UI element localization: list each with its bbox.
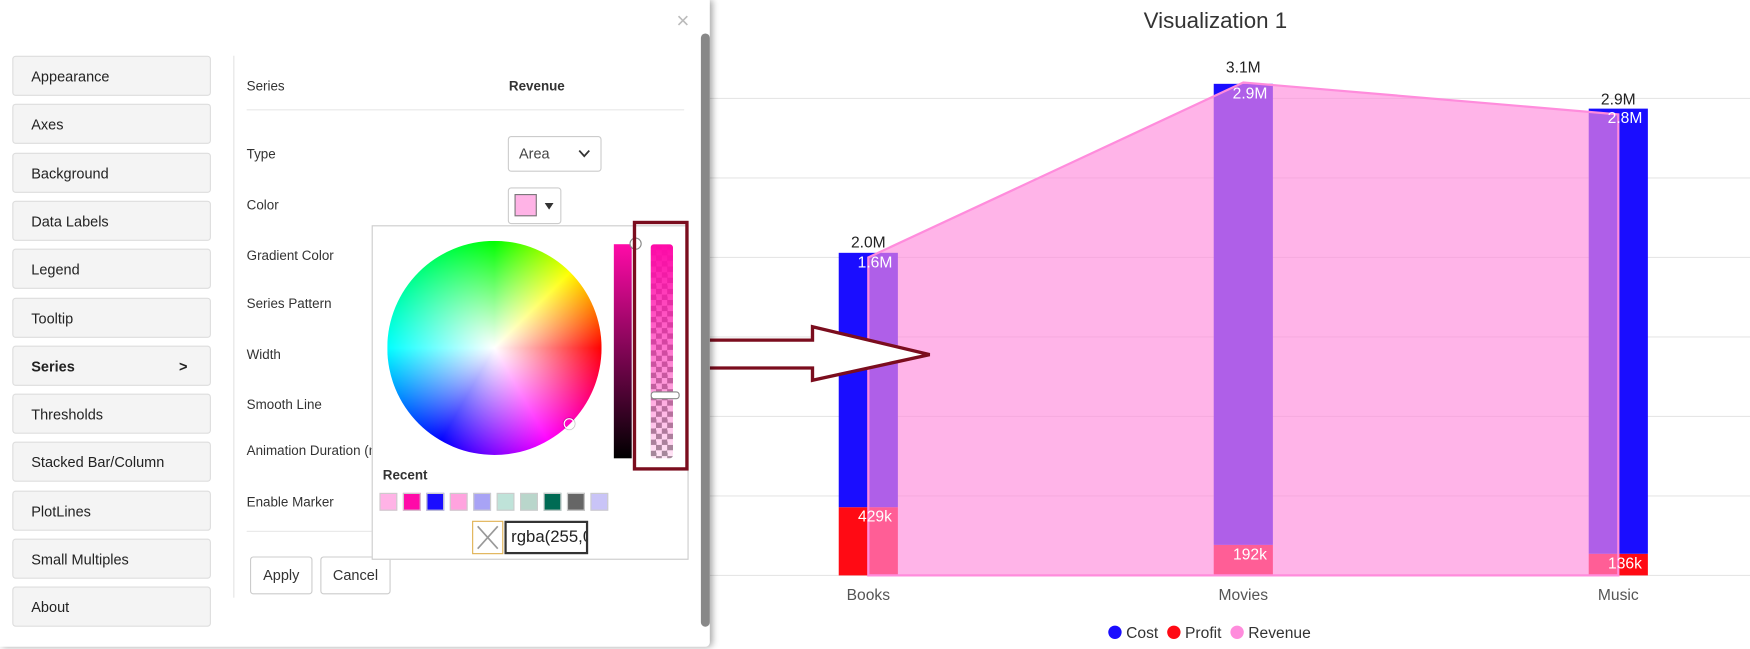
legend-symbol	[1230, 625, 1244, 639]
menu-button[interactable]: Appearance	[12, 55, 211, 96]
menu-button[interactable]: Data Labels	[12, 200, 211, 241]
recent-swatch[interactable]	[543, 492, 562, 511]
x-tick-label: Movies	[1219, 587, 1269, 604]
legend-symbol	[1167, 625, 1181, 639]
menu-label: PlotLines	[31, 502, 91, 520]
color-swatch	[514, 194, 537, 217]
menu-label: Axes	[31, 116, 64, 134]
menu-label: Data Labels	[31, 212, 109, 230]
type-select[interactable]: Area	[507, 136, 602, 172]
recent-swatch[interactable]	[426, 492, 445, 511]
menu-button[interactable]: Background	[12, 152, 211, 193]
menu-button[interactable]: Series >	[12, 345, 211, 386]
field-label: Width	[246, 346, 281, 363]
chevron	[578, 149, 590, 158]
cancel-button[interactable]: Cancel	[320, 556, 391, 595]
legend-label: Profit	[1185, 625, 1222, 642]
field-label: Animation Duration (m	[246, 442, 380, 459]
close-button[interactable]: ×	[676, 8, 690, 34]
menu-button[interactable]: PlotLines	[12, 490, 211, 531]
data-label: 136k	[1608, 555, 1642, 572]
data-label: 429k	[858, 509, 892, 526]
menu-button[interactable]: Legend	[12, 248, 211, 290]
field-label: Series Pattern	[246, 295, 332, 312]
x-tick-label: Music	[1598, 587, 1639, 604]
divider	[233, 55, 235, 598]
menu-label: Appearance	[31, 68, 110, 85]
menu-label: Small Multiples	[31, 550, 129, 568]
menu-button[interactable]: Axes	[12, 104, 211, 145]
brightness-slider[interactable]	[613, 244, 632, 459]
alpha-slider[interactable]	[650, 244, 673, 459]
recent-swatch[interactable]	[520, 492, 538, 511]
wheel-handle[interactable]	[563, 418, 575, 430]
caret	[544, 202, 554, 210]
alpha-handle[interactable]	[650, 391, 680, 400]
menu-label: Legend	[31, 261, 80, 278]
data-label: 2.8M	[1608, 110, 1643, 127]
clear-icon	[477, 525, 499, 550]
recent-swatch[interactable]	[449, 492, 468, 511]
field-label: Enable Marker	[246, 493, 334, 510]
annotation-arrow	[695, 324, 931, 383]
apply-button[interactable]: Apply	[249, 556, 313, 595]
legend-label: Revenue	[1248, 625, 1311, 642]
highlight-box	[632, 220, 689, 471]
settings-panel: × Appearance Axes Background Data Labels Leg…	[0, 0, 710, 647]
color-input[interactable]: rgba(255,0	[504, 520, 589, 555]
menu-button[interactable]: Stacked Bar/Column	[12, 442, 211, 483]
recent-swatch[interactable]	[590, 492, 609, 511]
data-label: 2.9M	[1601, 91, 1636, 108]
menu-button[interactable]: Small Multiples	[12, 538, 211, 579]
data-label: 3.1M	[1226, 60, 1261, 77]
recent-label: Recent	[382, 467, 428, 483]
menu-button[interactable]: Tooltip	[12, 297, 211, 338]
field-label: Color	[246, 197, 279, 213]
area	[867, 81, 1620, 577]
recent-swatch[interactable]	[379, 492, 398, 511]
chart-title: Visualization 1	[1144, 8, 1287, 33]
scrollbar[interactable]	[700, 33, 710, 627]
recent-swatch[interactable]	[402, 492, 421, 511]
recent-swatch[interactable]	[473, 492, 492, 511]
field-label: Gradient Color	[246, 247, 334, 264]
menu-button[interactable]: Thresholds	[12, 393, 211, 434]
header-value: Revenue	[508, 78, 565, 94]
data-label: 2.0M	[851, 234, 886, 251]
menu-label: Tooltip	[31, 309, 74, 327]
legend-symbol	[1108, 625, 1122, 639]
recent-swatch[interactable]	[496, 492, 515, 511]
clear-button[interactable]	[472, 520, 504, 555]
menu-arrow: >	[179, 357, 188, 375]
color-button[interactable]	[507, 187, 562, 225]
menu-label: Series	[31, 357, 75, 375]
select-value: Area	[518, 144, 550, 162]
legend-label: Cost	[1126, 625, 1159, 642]
menu-label: Background	[31, 164, 109, 182]
data-label: 2.9M	[1233, 85, 1268, 102]
field-label: Smooth Line	[246, 396, 322, 413]
header-label: Series	[246, 78, 285, 94]
menu-label: Stacked Bar/Column	[31, 454, 165, 472]
menu-button[interactable]: About	[12, 586, 211, 628]
separator	[246, 109, 685, 111]
recent-swatch[interactable]	[566, 492, 585, 511]
data-label: 192k	[1233, 546, 1267, 563]
x-tick-label: Books	[847, 587, 891, 604]
data-label: 1.6M	[858, 254, 893, 271]
field-label: Type	[246, 146, 276, 162]
menu-label: About	[31, 599, 70, 616]
menu-label: Thresholds	[31, 406, 104, 423]
color-picker: Recent rgba(255,0	[371, 225, 689, 560]
